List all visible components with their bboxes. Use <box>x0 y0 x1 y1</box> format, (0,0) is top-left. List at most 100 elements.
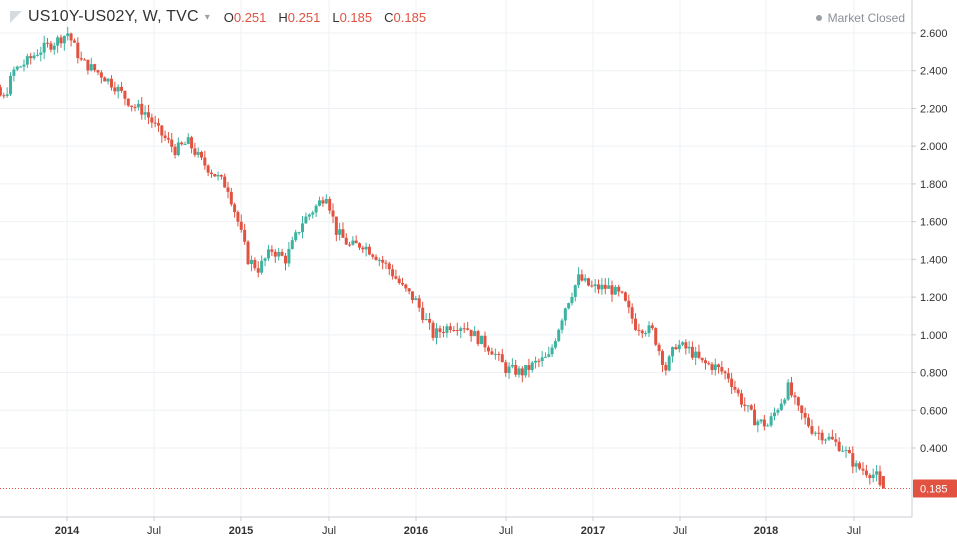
candle-body <box>76 42 80 59</box>
candle-body <box>527 365 531 370</box>
chart-header: US10Y-US02Y, W, TVC ▾ O0.251 H0.251 L0.1… <box>10 6 438 28</box>
candle-body <box>550 347 554 355</box>
x-tick-label: 2014 <box>55 525 80 537</box>
candle-body <box>654 328 658 345</box>
candle-body <box>524 365 528 376</box>
candle-body <box>847 450 851 454</box>
candle-body <box>133 106 137 108</box>
candle-body <box>713 364 717 371</box>
candle-body <box>391 269 395 277</box>
candle-body <box>35 54 39 56</box>
candle-body <box>344 237 348 245</box>
candle-body <box>677 344 681 350</box>
candle-body <box>143 112 147 115</box>
candle-body <box>263 258 267 261</box>
candle-body <box>441 332 445 334</box>
candle-body <box>462 328 466 330</box>
candle-body <box>56 37 60 46</box>
candle-body <box>773 412 777 417</box>
candle-body <box>229 191 233 205</box>
y-tick-label: 1.800 <box>920 179 948 191</box>
open-value: 0.251 <box>233 9 267 25</box>
candle-body <box>623 292 627 301</box>
candle-body <box>377 259 381 261</box>
chevron-down-icon[interactable]: ▾ <box>204 11 210 23</box>
candle-body <box>150 117 154 123</box>
candle-body <box>384 262 388 264</box>
candle-body <box>334 216 338 235</box>
candle-body <box>153 122 157 124</box>
candle-body <box>183 143 187 145</box>
y-tick-label: 1.000 <box>920 330 948 342</box>
candle-body <box>813 432 817 434</box>
candle-body <box>367 246 371 255</box>
candle-body <box>540 357 544 362</box>
candle-body <box>407 288 411 292</box>
candle-body <box>166 138 170 140</box>
candle-body <box>473 331 477 337</box>
candle-body <box>800 405 804 414</box>
candle-body <box>644 333 648 335</box>
candle-body <box>694 351 698 358</box>
candle-body <box>236 212 240 222</box>
candle-body <box>480 335 484 345</box>
candle-body <box>664 364 668 371</box>
candle-body <box>116 86 120 92</box>
candle-body <box>5 94 9 96</box>
y-tick-label: 1.400 <box>920 254 948 266</box>
candle-body <box>435 328 439 338</box>
candle-body <box>260 260 264 273</box>
candle-body <box>331 210 335 217</box>
candle-body <box>89 64 93 71</box>
y-tick-label: 2.200 <box>920 103 948 115</box>
candle-body <box>410 291 414 301</box>
candle-body <box>196 151 200 155</box>
y-tick-label: 0.600 <box>920 405 948 417</box>
candle-body <box>739 393 743 405</box>
candle-body <box>790 382 794 396</box>
candle-body <box>93 64 97 71</box>
candle-body <box>9 75 13 95</box>
open-label: O <box>223 9 234 25</box>
candle-body <box>563 308 567 321</box>
candle-body <box>776 409 780 413</box>
last-price-label: 0.185 <box>920 484 948 496</box>
candle-body <box>126 98 130 106</box>
candle-body <box>504 362 508 373</box>
y-tick-label: 0.800 <box>920 368 948 380</box>
candle-body <box>459 328 463 332</box>
x-tick-label: 2016 <box>404 525 428 537</box>
candle-body <box>72 40 76 43</box>
x-tick-label: Jul <box>322 525 336 537</box>
candle-body <box>394 276 398 279</box>
y-tick-label: 2.400 <box>920 66 948 78</box>
candle-body <box>273 251 277 257</box>
candle-body <box>146 112 150 118</box>
candle-body <box>99 72 103 78</box>
candle-body <box>328 198 332 211</box>
candle-body <box>583 278 587 281</box>
status-dot-icon <box>815 15 822 21</box>
candle-body <box>510 364 514 367</box>
candle-body <box>543 356 547 358</box>
candle-body <box>314 205 318 213</box>
candle-body <box>762 419 766 427</box>
candle-body <box>239 221 243 230</box>
candle-body <box>277 251 281 257</box>
candle-body <box>769 416 773 426</box>
candle-body <box>597 284 601 290</box>
candle-body <box>0 87 2 96</box>
candle-body <box>364 246 368 250</box>
candle-body <box>520 368 524 376</box>
candle-body <box>69 33 73 41</box>
candle-body <box>500 354 504 363</box>
candle-body <box>674 347 678 350</box>
candle-body <box>759 419 763 422</box>
y-tick-label: 2.000 <box>920 141 948 153</box>
candle-body <box>83 59 87 61</box>
candle-body <box>707 363 711 365</box>
candle-body <box>270 249 274 252</box>
symbol-label[interactable]: US10Y-US02Y, W, TVC <box>28 8 199 25</box>
